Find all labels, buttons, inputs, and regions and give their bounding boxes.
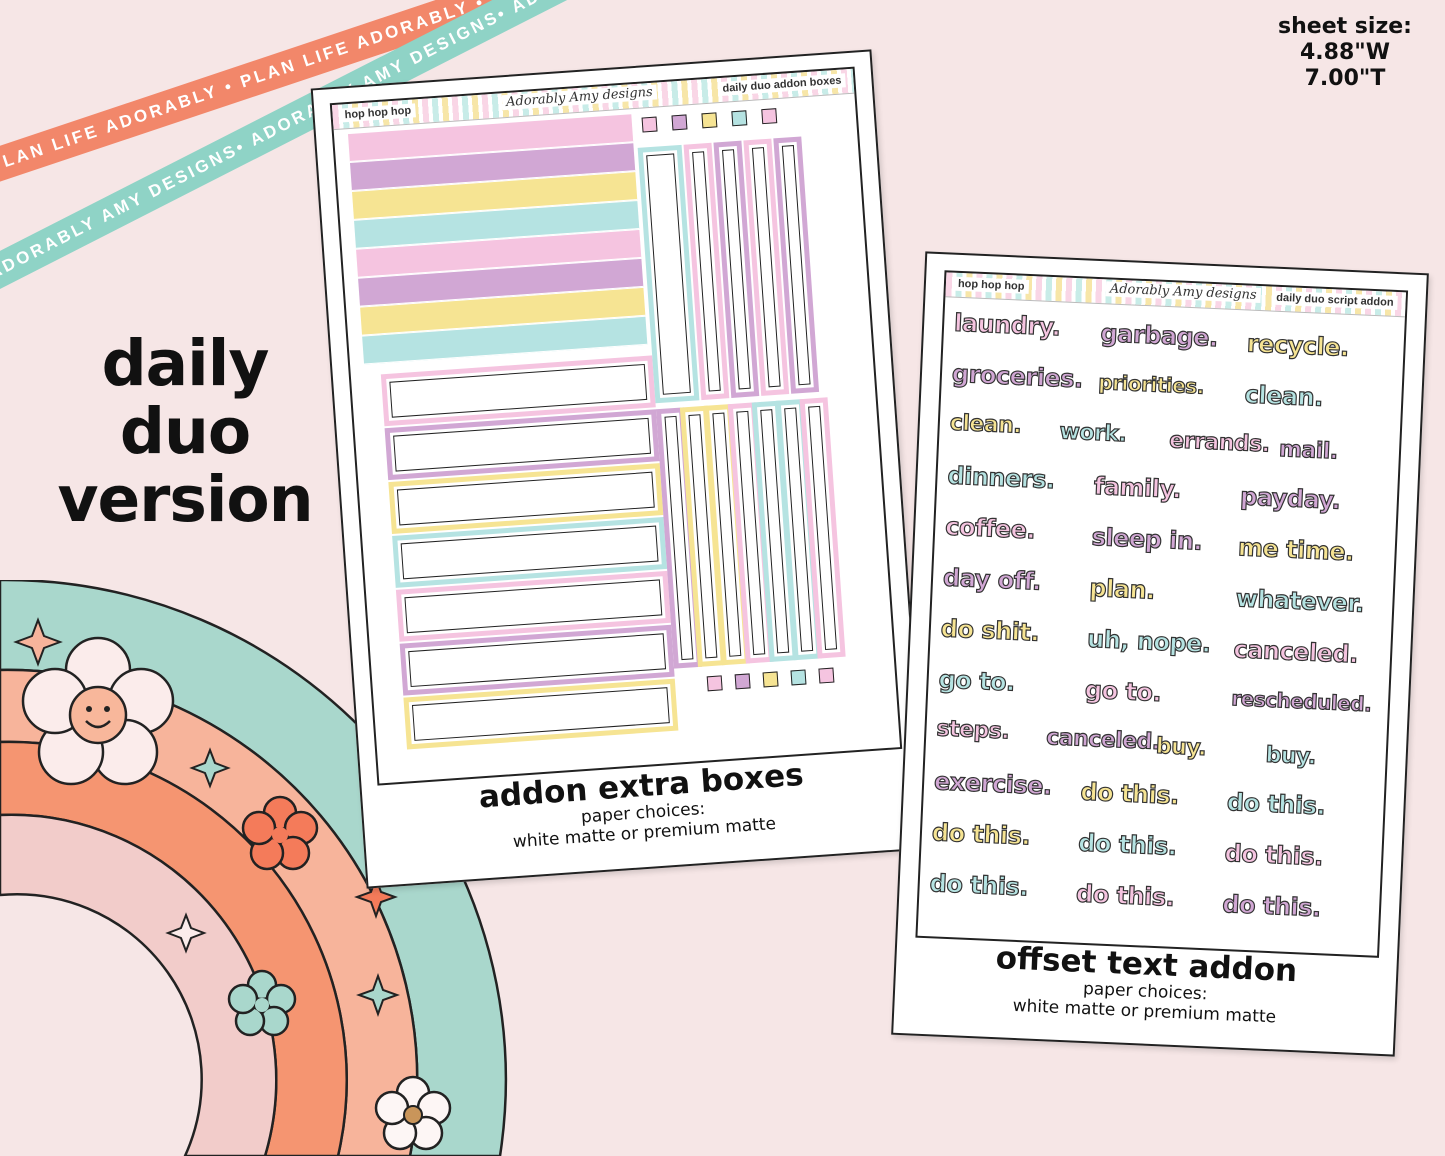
rainbow-illustration	[0, 580, 508, 1156]
script-word-sticker: go to.	[937, 665, 1016, 697]
mini-square	[706, 675, 723, 692]
mini-square	[671, 114, 688, 131]
script-word-sticker: laundry.	[953, 308, 1061, 342]
sticker-area: hop hop hop Adorably Amy designs daily d…	[915, 270, 1409, 958]
sticker-area: hop hop hop Adorably Amy designs daily d…	[329, 66, 903, 786]
script-word-sticker: do this.	[1077, 828, 1178, 861]
script-word-sticker: do this.	[1226, 787, 1327, 821]
script-word-sticker: groceries.	[951, 359, 1084, 394]
mini-square	[734, 673, 751, 690]
script-word-sticker: do this.	[929, 869, 1030, 902]
script-word-sticker: do shit.	[940, 614, 1041, 647]
page-title: daily duo version	[40, 330, 330, 534]
mini-square	[762, 671, 779, 688]
script-word-sticker: day off.	[942, 563, 1042, 596]
script-word-sticker: steps.	[935, 716, 1010, 745]
sheet-size-info: sheet size: 4.88"W 7.00"T	[1275, 14, 1415, 92]
script-word-sticker: sleep in.	[1090, 522, 1203, 556]
script-word-sticker: uh, nope.	[1086, 624, 1212, 659]
script-word-sticker: family.	[1093, 471, 1182, 504]
sparkle-icon	[354, 875, 398, 919]
script-word-sticker: errands.	[1168, 428, 1271, 459]
sparkle-icon	[165, 912, 207, 954]
script-word-sticker: buy.	[1155, 733, 1207, 762]
sheet-header-title: daily duo addon boxes	[718, 73, 846, 97]
mini-square	[790, 669, 807, 686]
mini-square	[731, 110, 748, 127]
script-word-sticker: payday.	[1239, 482, 1341, 516]
title-line-version: version	[57, 463, 313, 536]
script-word-sticker: go to.	[1084, 675, 1162, 708]
script-word-sticker: do this.	[1075, 879, 1176, 912]
mini-square	[761, 108, 778, 125]
script-word-sticker: recycle.	[1246, 329, 1350, 363]
script-word-sticker: rescheduled.	[1230, 686, 1372, 717]
script-word-sticker: do this.	[1223, 838, 1324, 872]
script-word-sticker: canceled.	[1232, 635, 1359, 670]
sheet-offset-text-addon: hop hop hop Adorably Amy designs daily d…	[891, 251, 1429, 1057]
script-word-sticker: canceled.	[1045, 725, 1161, 756]
script-word-sticker: garbage.	[1099, 319, 1219, 353]
orange-flower-icon	[241, 795, 319, 871]
sparkle-icon	[356, 973, 400, 1017]
script-word-sticker: do this.	[931, 818, 1032, 851]
script-word-sticker: exercise.	[933, 767, 1053, 801]
script-word-sticker: me time.	[1237, 533, 1355, 567]
script-word-sticker: clean.	[1244, 380, 1324, 413]
script-word-sticker: mail.	[1278, 436, 1339, 465]
script-word-sticker: do this.	[1079, 777, 1180, 810]
script-word-sticker: plan.	[1088, 573, 1156, 605]
sheet-size-width: 4.88"W	[1299, 40, 1390, 65]
title-line-duo: duo	[119, 395, 251, 468]
title-line-daily: daily	[101, 327, 270, 400]
sheet-size-label: sheet size:	[1278, 14, 1412, 39]
sheet-header-title: daily duo script addon	[1272, 290, 1398, 311]
mini-square	[641, 116, 658, 133]
sheet-addon-extra-boxes: hop hop hop Adorably Amy designs daily d…	[310, 49, 928, 889]
mini-square	[818, 667, 835, 684]
script-word-sticker: priorities.	[1097, 369, 1205, 399]
script-word-sticker: dinners.	[946, 461, 1056, 495]
script-word-grid: laundry. garbage. recycle. groceries. priori…	[918, 306, 1405, 945]
script-word-sticker: work.	[1058, 419, 1127, 448]
script-word-sticker: do this.	[1221, 889, 1322, 923]
sheet-size-height: 7.00"T	[1304, 66, 1386, 91]
sparkle-icon	[189, 747, 231, 789]
script-word-sticker: coffee.	[944, 512, 1036, 545]
smiley-flower-icon	[21, 636, 175, 786]
script-word-sticker: buy.	[1265, 742, 1317, 770]
mint-flower-icon	[227, 969, 297, 1037]
white-flower-icon	[374, 1075, 452, 1151]
sheet-header-theme: hop hop hop	[953, 276, 1029, 294]
script-word-sticker: whatever.	[1235, 584, 1365, 619]
mini-square	[701, 112, 718, 129]
brand-logo: Adorably Amy designs	[501, 84, 658, 111]
brand-logo: Adorably Amy designs	[1105, 281, 1261, 304]
sparkle-icon	[13, 617, 63, 667]
script-word-sticker: clean.	[949, 410, 1023, 439]
sheet-header-theme: hop hop hop	[340, 103, 416, 123]
